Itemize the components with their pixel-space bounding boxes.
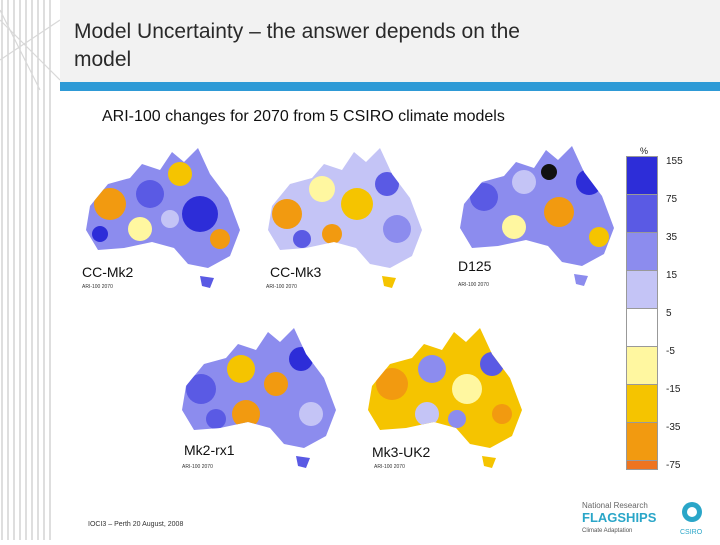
legend-swatch	[626, 346, 658, 386]
map-caption: ARI-100 2070	[458, 282, 489, 288]
map-mk3-uk2: Mk3-UK2 ARI-100 2070	[362, 324, 527, 481]
legend-swatch	[626, 308, 658, 348]
legend-label: -75	[666, 460, 681, 471]
logo-line-2: FLAGSHIPS	[582, 510, 657, 525]
logo-line-3: Climate Adaptation	[582, 528, 632, 534]
corner-lines-graphic	[0, 0, 60, 540]
flagships-logo: National Research FLAGSHIPS Climate Adap…	[582, 498, 712, 545]
slide-subtitle: ARI-100 changes for 2070 from 5 CSIRO cl…	[102, 108, 505, 125]
map-cc-mk3: CC-Mk3 ARI-100 2070	[262, 144, 427, 301]
legend-swatch	[626, 232, 658, 272]
legend-label: 75	[666, 194, 678, 205]
legend-label: 35	[666, 232, 678, 243]
title-bar	[60, 0, 720, 82]
map-caption: ARI-100 2070	[82, 284, 113, 290]
australia-map-image	[362, 324, 527, 476]
australia-map-image	[80, 144, 245, 296]
map-label: Mk2-rx1	[184, 442, 235, 458]
legend-label: -15	[666, 384, 681, 395]
map-label: CC-Mk3	[270, 264, 322, 280]
map-label: Mk3-UK2	[372, 444, 431, 460]
footer-text: IOCI3 – Perth 20 August, 2008	[88, 521, 184, 528]
legend-swatch	[626, 384, 658, 424]
logo-graphic: National Research FLAGSHIPS Climate Adap…	[582, 501, 703, 536]
legend-swatch	[626, 460, 658, 470]
logo-line-1: National Research	[582, 501, 648, 510]
legend-unit: %	[640, 146, 649, 156]
australia-map-image	[454, 142, 619, 294]
map-caption: ARI-100 2070	[182, 464, 213, 470]
legend-swatch	[626, 194, 658, 234]
title-rule	[60, 82, 720, 91]
map-caption: ARI-100 2070	[266, 284, 297, 290]
title-line-2: model	[74, 48, 132, 71]
legend-swatch	[626, 422, 658, 462]
map-label: CC-Mk2	[82, 264, 134, 280]
australia-map-image	[176, 324, 341, 476]
legend-label: 15	[666, 270, 678, 281]
legend-swatch	[626, 270, 658, 310]
map-label: D125	[458, 258, 492, 274]
slide-title: Model Uncertainty – the answer depends o…	[74, 18, 634, 74]
title-line-1: Model Uncertainty – the answer depends o…	[74, 20, 520, 43]
corner-decoration	[0, 0, 60, 540]
map-caption: ARI-100 2070	[374, 464, 405, 470]
logo-org: CSIRO	[680, 529, 703, 536]
legend-label: -35	[666, 422, 681, 433]
legend-label: 155	[666, 156, 683, 167]
legend-swatch	[626, 156, 658, 196]
map-d125: D125 ARI-100 2070	[454, 142, 619, 299]
map-cc-mk2: CC-Mk2 ARI-100 2070	[80, 144, 245, 301]
legend-label: -5	[666, 346, 675, 357]
map-mk2-rx1: Mk2-rx1 ARI-100 2070	[176, 324, 341, 481]
australia-map-image	[262, 144, 427, 296]
legend-label: 5	[666, 308, 672, 319]
